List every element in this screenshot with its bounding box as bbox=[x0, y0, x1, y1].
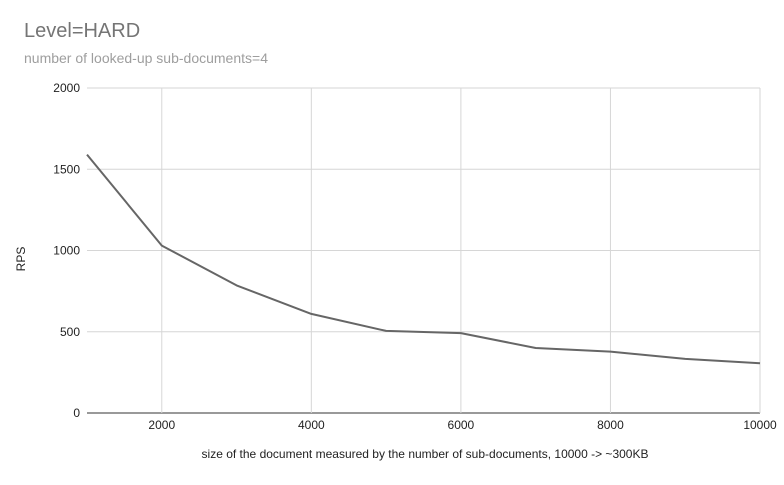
y-axis-label: RPS bbox=[14, 246, 28, 272]
y-tick-label: 2000 bbox=[53, 81, 80, 95]
chart-title: Level=HARD bbox=[24, 20, 141, 42]
x-tick-label: 2000 bbox=[148, 418, 175, 432]
x-axis-label: size of the document measured by the num… bbox=[201, 447, 649, 461]
chart-subtitle: number of looked-up sub-documents=4 bbox=[24, 50, 268, 66]
series-line bbox=[86, 153, 761, 365]
y-tick-label: 500 bbox=[60, 325, 80, 339]
x-tick-label: 8000 bbox=[597, 418, 624, 432]
y-tick-label: 1000 bbox=[53, 244, 80, 258]
y-tick-label: 1500 bbox=[53, 162, 80, 176]
x-tick-label: 4000 bbox=[298, 418, 325, 432]
y-tick-label: 0 bbox=[73, 406, 80, 420]
x-tick-label: 6000 bbox=[448, 418, 475, 432]
x-tick-label: 10000 bbox=[743, 418, 777, 432]
